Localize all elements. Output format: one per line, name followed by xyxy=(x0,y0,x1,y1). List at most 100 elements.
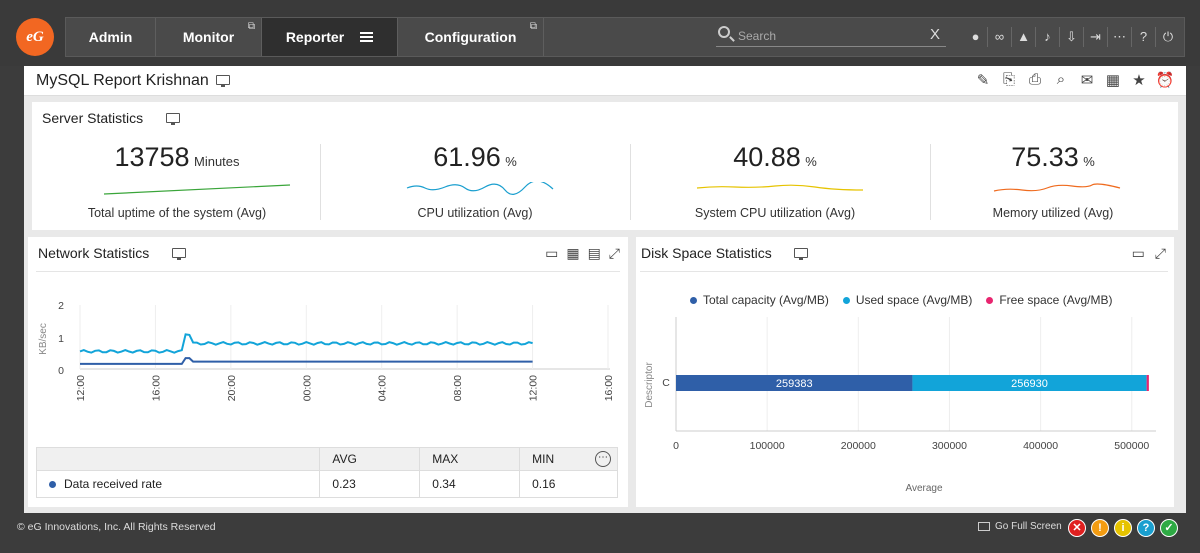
y-tick: 2 xyxy=(58,300,64,312)
sign-in-icon[interactable]: ⇥ xyxy=(1084,27,1108,47)
document-icon[interactable]: ▤ xyxy=(587,245,601,261)
kpi-value: 40.88 xyxy=(733,142,801,172)
network-line-chart: 2 1 0 KB/sec 12:00 16:00 20:00 00:00 04:00 08… xyxy=(38,300,615,401)
x-tick: 200000 xyxy=(841,440,876,452)
external-link-icon[interactable]: ⧉ xyxy=(247,21,255,32)
report-title: MySQL Report Krishnan xyxy=(36,72,209,89)
tab-admin[interactable]: Admin xyxy=(66,18,156,56)
legend-item[interactable]: Total capacity (Avg/MB) xyxy=(690,293,829,307)
unknown-status-button[interactable]: ? xyxy=(1137,519,1155,537)
email-icon[interactable]: ✉ xyxy=(1080,72,1094,89)
monitor-icon[interactable] xyxy=(166,113,180,125)
search-box[interactable]: Search X xyxy=(716,25,946,47)
pdf-export-icon[interactable]: ⎙ xyxy=(1028,71,1041,88)
nav-tabs: Admin Monitor ⧉ Reporter Configuration ⧉ S… xyxy=(65,17,1185,57)
hamburger-menu-icon[interactable] xyxy=(360,30,374,44)
external-link-icon[interactable]: ⧉ xyxy=(529,21,537,32)
power-icon[interactable]: ⏻ xyxy=(1162,29,1174,44)
full-screen-button[interactable]: Go Full Screen xyxy=(978,521,1062,532)
expand-icon[interactable]: ⤢ xyxy=(608,245,620,261)
min-cell: 0.16 xyxy=(519,470,618,498)
tab-configuration-label: Configuration xyxy=(424,29,517,45)
header-icons: ● ∞ ▲ ♪ ⇩ ⇥ ⋯ ? ⏻ xyxy=(964,27,1180,47)
legend-dot xyxy=(690,297,697,305)
panel-actions: ▭ ⤢ xyxy=(1132,245,1166,262)
search-report-icon[interactable]: ⌕ xyxy=(1056,71,1066,88)
copy-report-icon[interactable]: ⎘ xyxy=(1002,71,1015,88)
column-header-min[interactable]: MIN ⋯ xyxy=(519,447,618,471)
y-tick: 1 xyxy=(58,333,64,345)
max-cell: 0.34 xyxy=(419,470,521,498)
user-icon[interactable]: ● xyxy=(964,27,988,47)
alarm-clock-icon[interactable]: ⏰ xyxy=(1155,72,1175,89)
normal-status-button[interactable]: ✓ xyxy=(1160,519,1178,537)
divider xyxy=(930,144,931,220)
excel-export-icon[interactable]: ▦ xyxy=(1105,72,1121,89)
table-row[interactable]: Data received rate 0.23 0.34 0.16 xyxy=(35,470,618,498)
legend-item[interactable]: Used space (Avg/MB) xyxy=(842,293,973,307)
column-header-avg[interactable]: AVG xyxy=(319,447,421,471)
disk-bar-chart: Descriptor C 259383 256930 0 100000 200000 3… xyxy=(644,317,1156,494)
search-icon xyxy=(718,26,730,38)
eg-logo[interactable]: eG xyxy=(16,18,54,56)
tab-admin-label: Admin xyxy=(88,29,133,45)
minor-alert-button[interactable]: i xyxy=(1114,519,1132,537)
top-navigation-bar: eG Admin Monitor ⧉ Reporter Configuration… xyxy=(0,0,1200,66)
kpi-unit: % xyxy=(805,154,817,169)
kpi-value: 13758 xyxy=(114,142,190,172)
kpi-label: System CPU utilization (Avg) xyxy=(694,206,856,220)
kpi-label: Memory utilized (Avg) xyxy=(992,206,1114,220)
disk-space-statistics-panel: Disk Space Statistics ▭ ⤢ Total capacity… xyxy=(636,237,1174,507)
x-tick: 0 xyxy=(673,440,679,452)
series-name-cell: Data received rate xyxy=(35,470,321,498)
monitor-icon[interactable] xyxy=(794,248,808,260)
bar-value-label: 256930 xyxy=(1011,378,1048,390)
comment-icon[interactable]: ▭ xyxy=(1131,245,1145,261)
x-tick: 12:00 xyxy=(75,375,87,401)
footer: © eG Innovations, Inc. All Rights Reserv… xyxy=(0,513,1200,553)
excel-export-icon[interactable]: ▦ xyxy=(566,245,580,261)
critical-alert-button[interactable]: ✕ xyxy=(1068,519,1086,537)
more-icon[interactable]: ⋯ xyxy=(1108,27,1132,47)
more-options-icon[interactable]: ⋯ xyxy=(595,451,611,467)
bar-segment[interactable] xyxy=(1146,375,1149,391)
bar-segment[interactable] xyxy=(676,375,913,391)
x-tick: 00:00 xyxy=(301,375,313,401)
bar-value-label: 259383 xyxy=(776,378,813,390)
major-alert-button[interactable]: ! xyxy=(1091,519,1109,537)
y-tick: 0 xyxy=(58,365,64,377)
bar-segment[interactable] xyxy=(912,375,1147,391)
kpi-uptime: 13758 Minutes Total uptime of the system… xyxy=(32,142,322,220)
kpi-value: 61.96 xyxy=(433,142,501,172)
x-tick: 12:00 xyxy=(528,375,540,401)
dashboard-icon[interactable]: ▲ xyxy=(1012,27,1036,47)
tab-configuration[interactable]: Configuration ⧉ xyxy=(398,18,544,56)
divider xyxy=(640,271,1168,272)
tab-reporter[interactable]: Reporter xyxy=(262,18,398,56)
x-tick: 04:00 xyxy=(377,375,389,401)
legend-item[interactable]: Free space (Avg/MB) xyxy=(986,293,1112,307)
monitor-icon[interactable] xyxy=(216,75,230,87)
clear-search-icon[interactable]: X xyxy=(929,26,940,43)
legend-label: Used space (Avg/MB) xyxy=(855,293,973,307)
kpi-unit: Minutes xyxy=(194,154,240,169)
favorite-star-icon[interactable]: ★ xyxy=(1132,72,1146,89)
download-icon[interactable]: ⇩ xyxy=(1060,27,1084,47)
table-header: AVG MAX MIN ⋯ xyxy=(35,447,618,471)
comment-icon[interactable]: ▭ xyxy=(545,245,559,261)
monitor-icon[interactable] xyxy=(172,248,186,260)
bell-icon[interactable]: ♪ xyxy=(1036,27,1060,47)
column-header-max[interactable]: MAX xyxy=(419,447,521,471)
link-icon[interactable]: ∞ xyxy=(988,27,1012,47)
kpi-label: CPU utilization (Avg) xyxy=(417,206,533,220)
panel-title: Disk Space Statistics xyxy=(641,245,772,261)
kpi-cpu: 61.96 % CPU utilization (Avg) xyxy=(330,142,620,220)
edit-report-icon[interactable]: ✎ xyxy=(976,72,990,89)
avg-cell: 0.23 xyxy=(319,470,421,498)
search-input[interactable]: Search xyxy=(738,29,777,43)
column-header-min-label: MIN xyxy=(532,452,555,466)
expand-icon[interactable]: ⤢ xyxy=(1154,245,1166,261)
kpi-unit: % xyxy=(505,154,517,169)
help-icon[interactable]: ? xyxy=(1132,27,1156,47)
tab-monitor[interactable]: Monitor ⧉ xyxy=(156,18,262,56)
